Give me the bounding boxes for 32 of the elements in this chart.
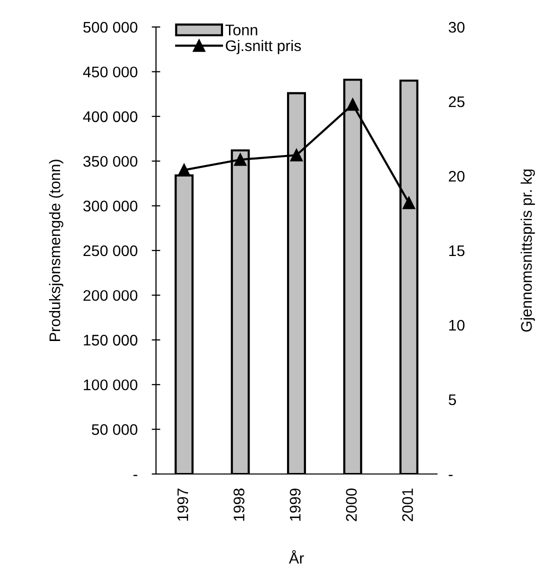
x-tick-label: 1997 xyxy=(177,488,188,521)
point xyxy=(346,98,359,111)
x-axis-title: År xyxy=(288,550,304,564)
y-tick-label: 400 000 xyxy=(83,111,138,122)
legend-label: Gj.snitt pris xyxy=(226,40,301,54)
y-tick-label: 100 000 xyxy=(84,379,138,390)
y2-tick-label: - xyxy=(448,474,453,476)
y2-tick-label: 25 xyxy=(448,96,464,108)
y-tick-label: 50 000 xyxy=(92,424,138,435)
y-tick-label: 350 000 xyxy=(83,156,138,167)
x-tick-label: 1998 xyxy=(234,488,244,521)
y-tick-label: 450 000 xyxy=(83,66,138,78)
x-tick-label: 2000 xyxy=(346,488,357,522)
y2-tick-label: 10 xyxy=(449,320,465,331)
point xyxy=(234,153,247,166)
point xyxy=(402,196,416,210)
y-tick-label: 150 000 xyxy=(84,334,138,346)
y-axis-title: Produksjonsmengde (tonn) xyxy=(49,160,64,341)
y-tick-label: 300 000 xyxy=(83,200,138,212)
x-tick-label: 1999 xyxy=(290,488,301,521)
y2-axis-title: Gjennomsnittspris pr. kg xyxy=(520,170,535,332)
y2-tick-label: 5 xyxy=(448,394,456,406)
y-tick-label: 200 000 xyxy=(83,290,138,301)
y2-tick-label: 20 xyxy=(448,170,465,182)
point xyxy=(290,148,303,162)
x-tick-label: 2001 xyxy=(402,488,413,522)
y2-tick-label: 30 xyxy=(448,22,465,33)
legend-label: Tonn xyxy=(225,24,258,36)
y-tick-label: 250 000 xyxy=(83,245,138,256)
y2-tick-label: 15 xyxy=(449,246,464,256)
y-tick-label: 500 000 xyxy=(83,22,138,33)
y-tick-label: - xyxy=(134,474,138,476)
